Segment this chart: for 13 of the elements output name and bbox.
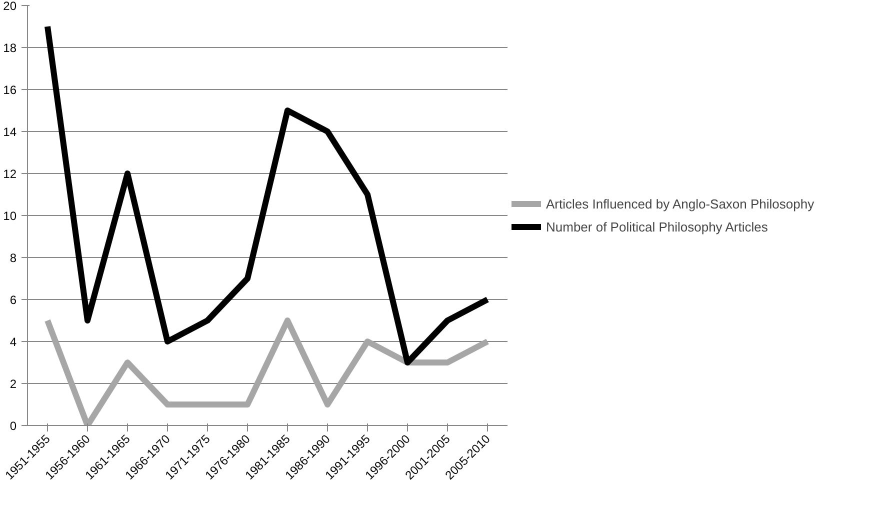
y-tick-label: 14 bbox=[3, 125, 17, 139]
y-tick-label: 2 bbox=[10, 377, 17, 391]
y-tick-label: 18 bbox=[3, 41, 17, 55]
y-tick-label: 16 bbox=[3, 83, 17, 97]
y-tick-label: 0 bbox=[10, 419, 17, 433]
legend-label: Articles Influenced by Anglo-Saxon Philosophy bbox=[546, 196, 814, 211]
y-tick-label: 4 bbox=[10, 335, 17, 349]
y-tick-label: 6 bbox=[10, 293, 17, 307]
y-tick-label: 10 bbox=[3, 209, 17, 223]
y-tick-label: 8 bbox=[10, 251, 17, 265]
y-tick-label: 12 bbox=[3, 167, 17, 181]
y-tick-label: 20 bbox=[3, 0, 17, 13]
legend-label: Number of Political Philosophy Articles bbox=[546, 219, 768, 234]
